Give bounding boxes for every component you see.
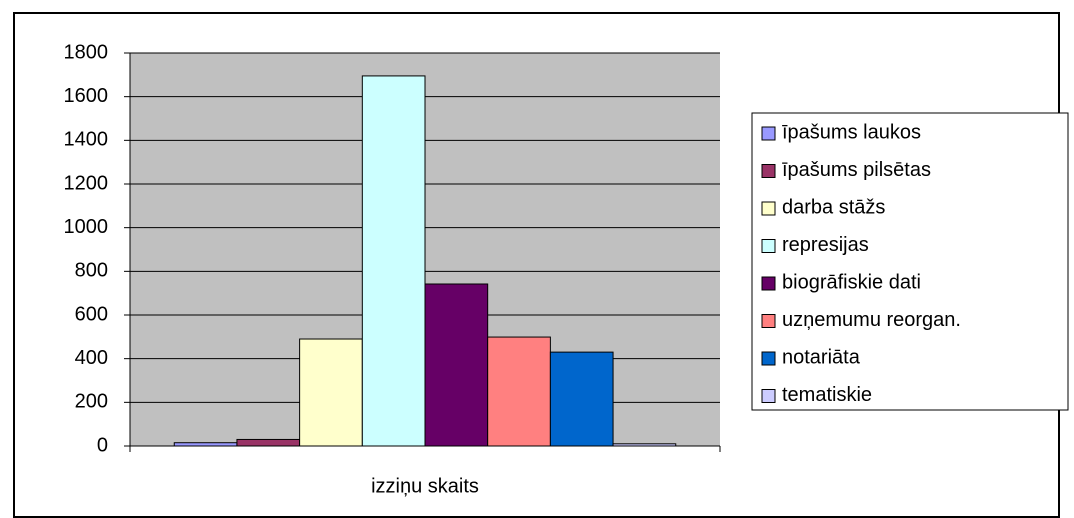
legend-box [751, 112, 1069, 411]
y-tick-label: 0 [97, 434, 108, 456]
y-tick-label: 1800 [64, 41, 109, 63]
y-tick-label: 200 [75, 391, 108, 413]
y-tick-label: 1400 [64, 129, 109, 151]
legend-swatch [761, 126, 776, 141]
legend-swatch [761, 276, 776, 291]
legend-label: uzņemumu reorgan. [782, 309, 961, 331]
legend-label: tematiskie [782, 384, 872, 406]
bar [361, 75, 426, 447]
legend-label: darba stāžs [782, 196, 885, 218]
y-tick-label: 1000 [64, 216, 109, 238]
legend-swatch [761, 389, 776, 403]
legend-label: represijas [782, 234, 869, 256]
legend-swatch [761, 239, 776, 253]
x-tick-label: izziņu skaits [371, 475, 479, 497]
legend-label: īpašums laukos [782, 121, 921, 143]
bar [236, 438, 301, 447]
bar [299, 338, 363, 447]
bar [424, 283, 489, 447]
bar [549, 351, 614, 447]
legend-label: biogrāfiskie dati [782, 271, 921, 293]
legend-label: notariāta [782, 346, 861, 368]
y-tick-label: 800 [75, 260, 108, 282]
y-tick-label: 400 [75, 347, 108, 369]
legend-label: īpašums pilsētas [782, 159, 931, 181]
bar [173, 442, 238, 447]
legend-swatch [761, 164, 776, 178]
y-tick-label: 600 [75, 303, 108, 325]
bar [612, 443, 677, 447]
bar [487, 336, 551, 447]
y-tick-label: 1600 [64, 85, 109, 107]
legend-swatch [761, 201, 776, 216]
legend-swatch [761, 314, 776, 328]
y-tick-label: 1200 [64, 172, 109, 194]
legend-swatch [761, 351, 776, 366]
